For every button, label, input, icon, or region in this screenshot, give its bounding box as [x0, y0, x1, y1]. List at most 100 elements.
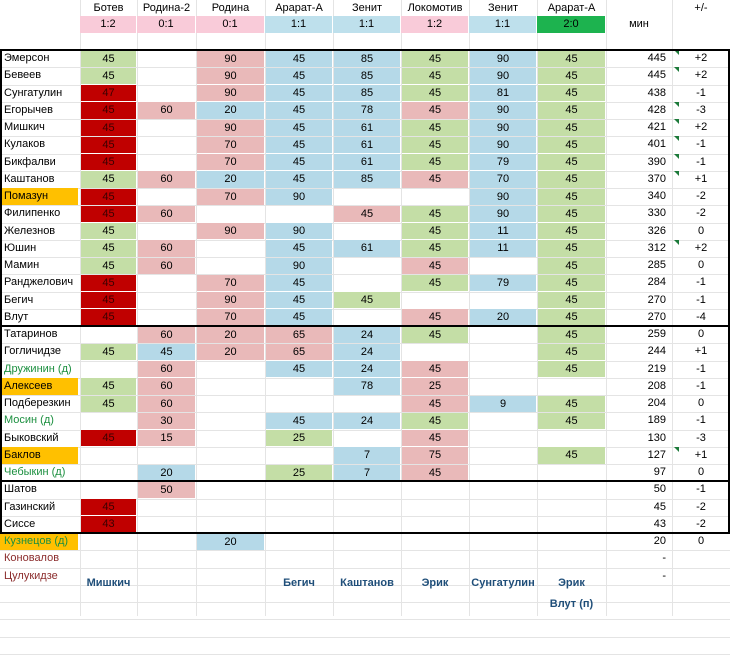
- minutes-cell[interactable]: 85: [334, 50, 400, 67]
- minutes-cell[interactable]: 79: [470, 154, 536, 171]
- minutes-cell[interactable]: 25: [402, 378, 468, 395]
- minutes-cell[interactable]: 45: [402, 430, 468, 447]
- player-name[interactable]: Сиссе: [4, 517, 36, 530]
- player-name[interactable]: Алексеев: [0, 377, 78, 395]
- total-minutes[interactable]: -: [662, 552, 666, 565]
- minutes-cell[interactable]: 45: [538, 154, 605, 171]
- score-cell[interactable]: 1:1: [469, 16, 536, 33]
- minutes-cell[interactable]: 90: [470, 136, 536, 153]
- minutes-cell[interactable]: 25: [266, 464, 332, 481]
- minutes-cell[interactable]: 24: [334, 343, 400, 360]
- minutes-cell[interactable]: 45: [538, 361, 605, 378]
- minutes-cell[interactable]: 45: [266, 292, 332, 309]
- minutes-cell[interactable]: 65: [266, 343, 332, 360]
- total-minutes[interactable]: 219: [647, 362, 666, 375]
- plusminus-value[interactable]: +2: [694, 241, 708, 254]
- scorer-label[interactable]: Бегич: [283, 577, 315, 589]
- minutes-cell[interactable]: 45: [81, 499, 136, 516]
- total-minutes[interactable]: 340: [647, 190, 666, 202]
- plusminus-header[interactable]: +/-: [694, 2, 708, 14]
- player-name[interactable]: Татаринов: [4, 328, 58, 340]
- minutes-cell[interactable]: 70: [470, 171, 536, 188]
- score-cell[interactable]: 0:1: [196, 16, 264, 33]
- minutes-cell[interactable]: 90: [470, 67, 536, 84]
- plusminus-value[interactable]: 0: [697, 259, 705, 271]
- minutes-cell[interactable]: 61: [334, 119, 400, 136]
- team-header[interactable]: Родина-2: [142, 2, 191, 14]
- minutes-cell[interactable]: 24: [334, 361, 400, 378]
- minutes-cell[interactable]: 45: [266, 102, 332, 119]
- player-name[interactable]: Егорычев: [4, 103, 53, 116]
- plusminus-value[interactable]: -1: [696, 293, 706, 306]
- minutes-cell[interactable]: 11: [470, 223, 536, 240]
- player-name[interactable]: Юшин: [4, 241, 37, 254]
- plusminus-value[interactable]: -3: [696, 103, 706, 116]
- player-name[interactable]: Помазун: [0, 188, 78, 206]
- minutes-cell[interactable]: 45: [81, 274, 136, 291]
- total-minutes[interactable]: 43: [653, 517, 666, 530]
- plusminus-value[interactable]: -1: [696, 483, 706, 496]
- player-name[interactable]: Быковский: [4, 431, 59, 444]
- total-minutes[interactable]: 445: [647, 52, 666, 64]
- score-cell[interactable]: 1:2: [80, 16, 136, 33]
- minutes-cell[interactable]: 65: [266, 326, 332, 343]
- minutes-cell[interactable]: 45: [266, 154, 332, 171]
- minutes-cell[interactable]: 45: [402, 326, 468, 343]
- minutes-cell[interactable]: 45: [538, 171, 605, 188]
- total-minutes[interactable]: 127: [647, 448, 666, 461]
- minutes-cell[interactable]: 75: [402, 447, 468, 464]
- minutes-cell[interactable]: 45: [538, 309, 605, 326]
- minutes-cell[interactable]: 60: [138, 171, 195, 188]
- minutes-cell[interactable]: 78: [334, 378, 400, 395]
- player-name[interactable]: Кулаков: [4, 138, 46, 151]
- plusminus-value[interactable]: -1: [696, 414, 706, 427]
- minutes-cell[interactable]: 90: [197, 292, 264, 309]
- minutes-cell[interactable]: 45: [402, 464, 468, 481]
- total-minutes[interactable]: 445: [647, 69, 666, 82]
- total-minutes[interactable]: 259: [647, 328, 666, 340]
- minutes-cell[interactable]: 45: [538, 447, 605, 464]
- plusminus-value[interactable]: -4: [696, 310, 706, 323]
- player-name[interactable]: Сунгатулин: [4, 86, 63, 99]
- player-name[interactable]: Влут: [4, 310, 29, 323]
- total-minutes[interactable]: 421: [647, 121, 666, 133]
- minutes-cell[interactable]: 45: [538, 343, 605, 360]
- score-cell[interactable]: 0:1: [137, 16, 195, 33]
- team-header[interactable]: Зенит: [487, 2, 519, 14]
- minutes-cell[interactable]: 45: [538, 50, 605, 67]
- total-minutes[interactable]: 130: [647, 431, 666, 444]
- minutes-cell[interactable]: 45: [266, 67, 332, 84]
- minutes-cell[interactable]: 20: [470, 309, 536, 326]
- player-name[interactable]: Газинский: [4, 500, 56, 513]
- total-minutes[interactable]: 189: [647, 414, 666, 427]
- minutes-cell[interactable]: 45: [402, 412, 468, 429]
- minutes-cell[interactable]: 45: [81, 67, 136, 84]
- minutes-cell[interactable]: 45: [138, 343, 195, 360]
- total-minutes[interactable]: 97: [653, 466, 666, 478]
- total-minutes[interactable]: 326: [647, 224, 666, 237]
- total-minutes[interactable]: 45: [653, 500, 666, 513]
- minutes-cell[interactable]: 45: [266, 136, 332, 153]
- minutes-cell[interactable]: 45: [266, 50, 332, 67]
- minutes-cell[interactable]: 45: [402, 257, 468, 274]
- score-cell[interactable]: 1:1: [265, 16, 332, 33]
- minutes-cell[interactable]: 90: [266, 257, 332, 274]
- minutes-cell[interactable]: 90: [197, 119, 264, 136]
- minutes-cell[interactable]: 45: [538, 326, 605, 343]
- total-minutes[interactable]: 270: [647, 310, 666, 323]
- player-name[interactable]: Мишкич: [4, 121, 45, 133]
- minutes-cell[interactable]: 70: [197, 188, 264, 205]
- minutes-cell[interactable]: 25: [266, 430, 332, 447]
- minutes-cell[interactable]: 20: [197, 343, 264, 360]
- minutes-cell[interactable]: 45: [81, 136, 136, 153]
- player-name[interactable]: Бикфалви: [4, 155, 56, 168]
- plusminus-value[interactable]: [672, 550, 730, 567]
- minutes-cell[interactable]: 61: [334, 240, 400, 257]
- plusminus-value[interactable]: [672, 568, 730, 585]
- minutes-cell[interactable]: 24: [334, 412, 400, 429]
- minutes-cell[interactable]: 45: [402, 395, 468, 412]
- plusminus-value[interactable]: -1: [696, 276, 706, 289]
- minutes-cell[interactable]: 45: [402, 154, 468, 171]
- total-minutes[interactable]: 50: [653, 483, 666, 496]
- scorer-label[interactable]: Эрик: [421, 577, 449, 589]
